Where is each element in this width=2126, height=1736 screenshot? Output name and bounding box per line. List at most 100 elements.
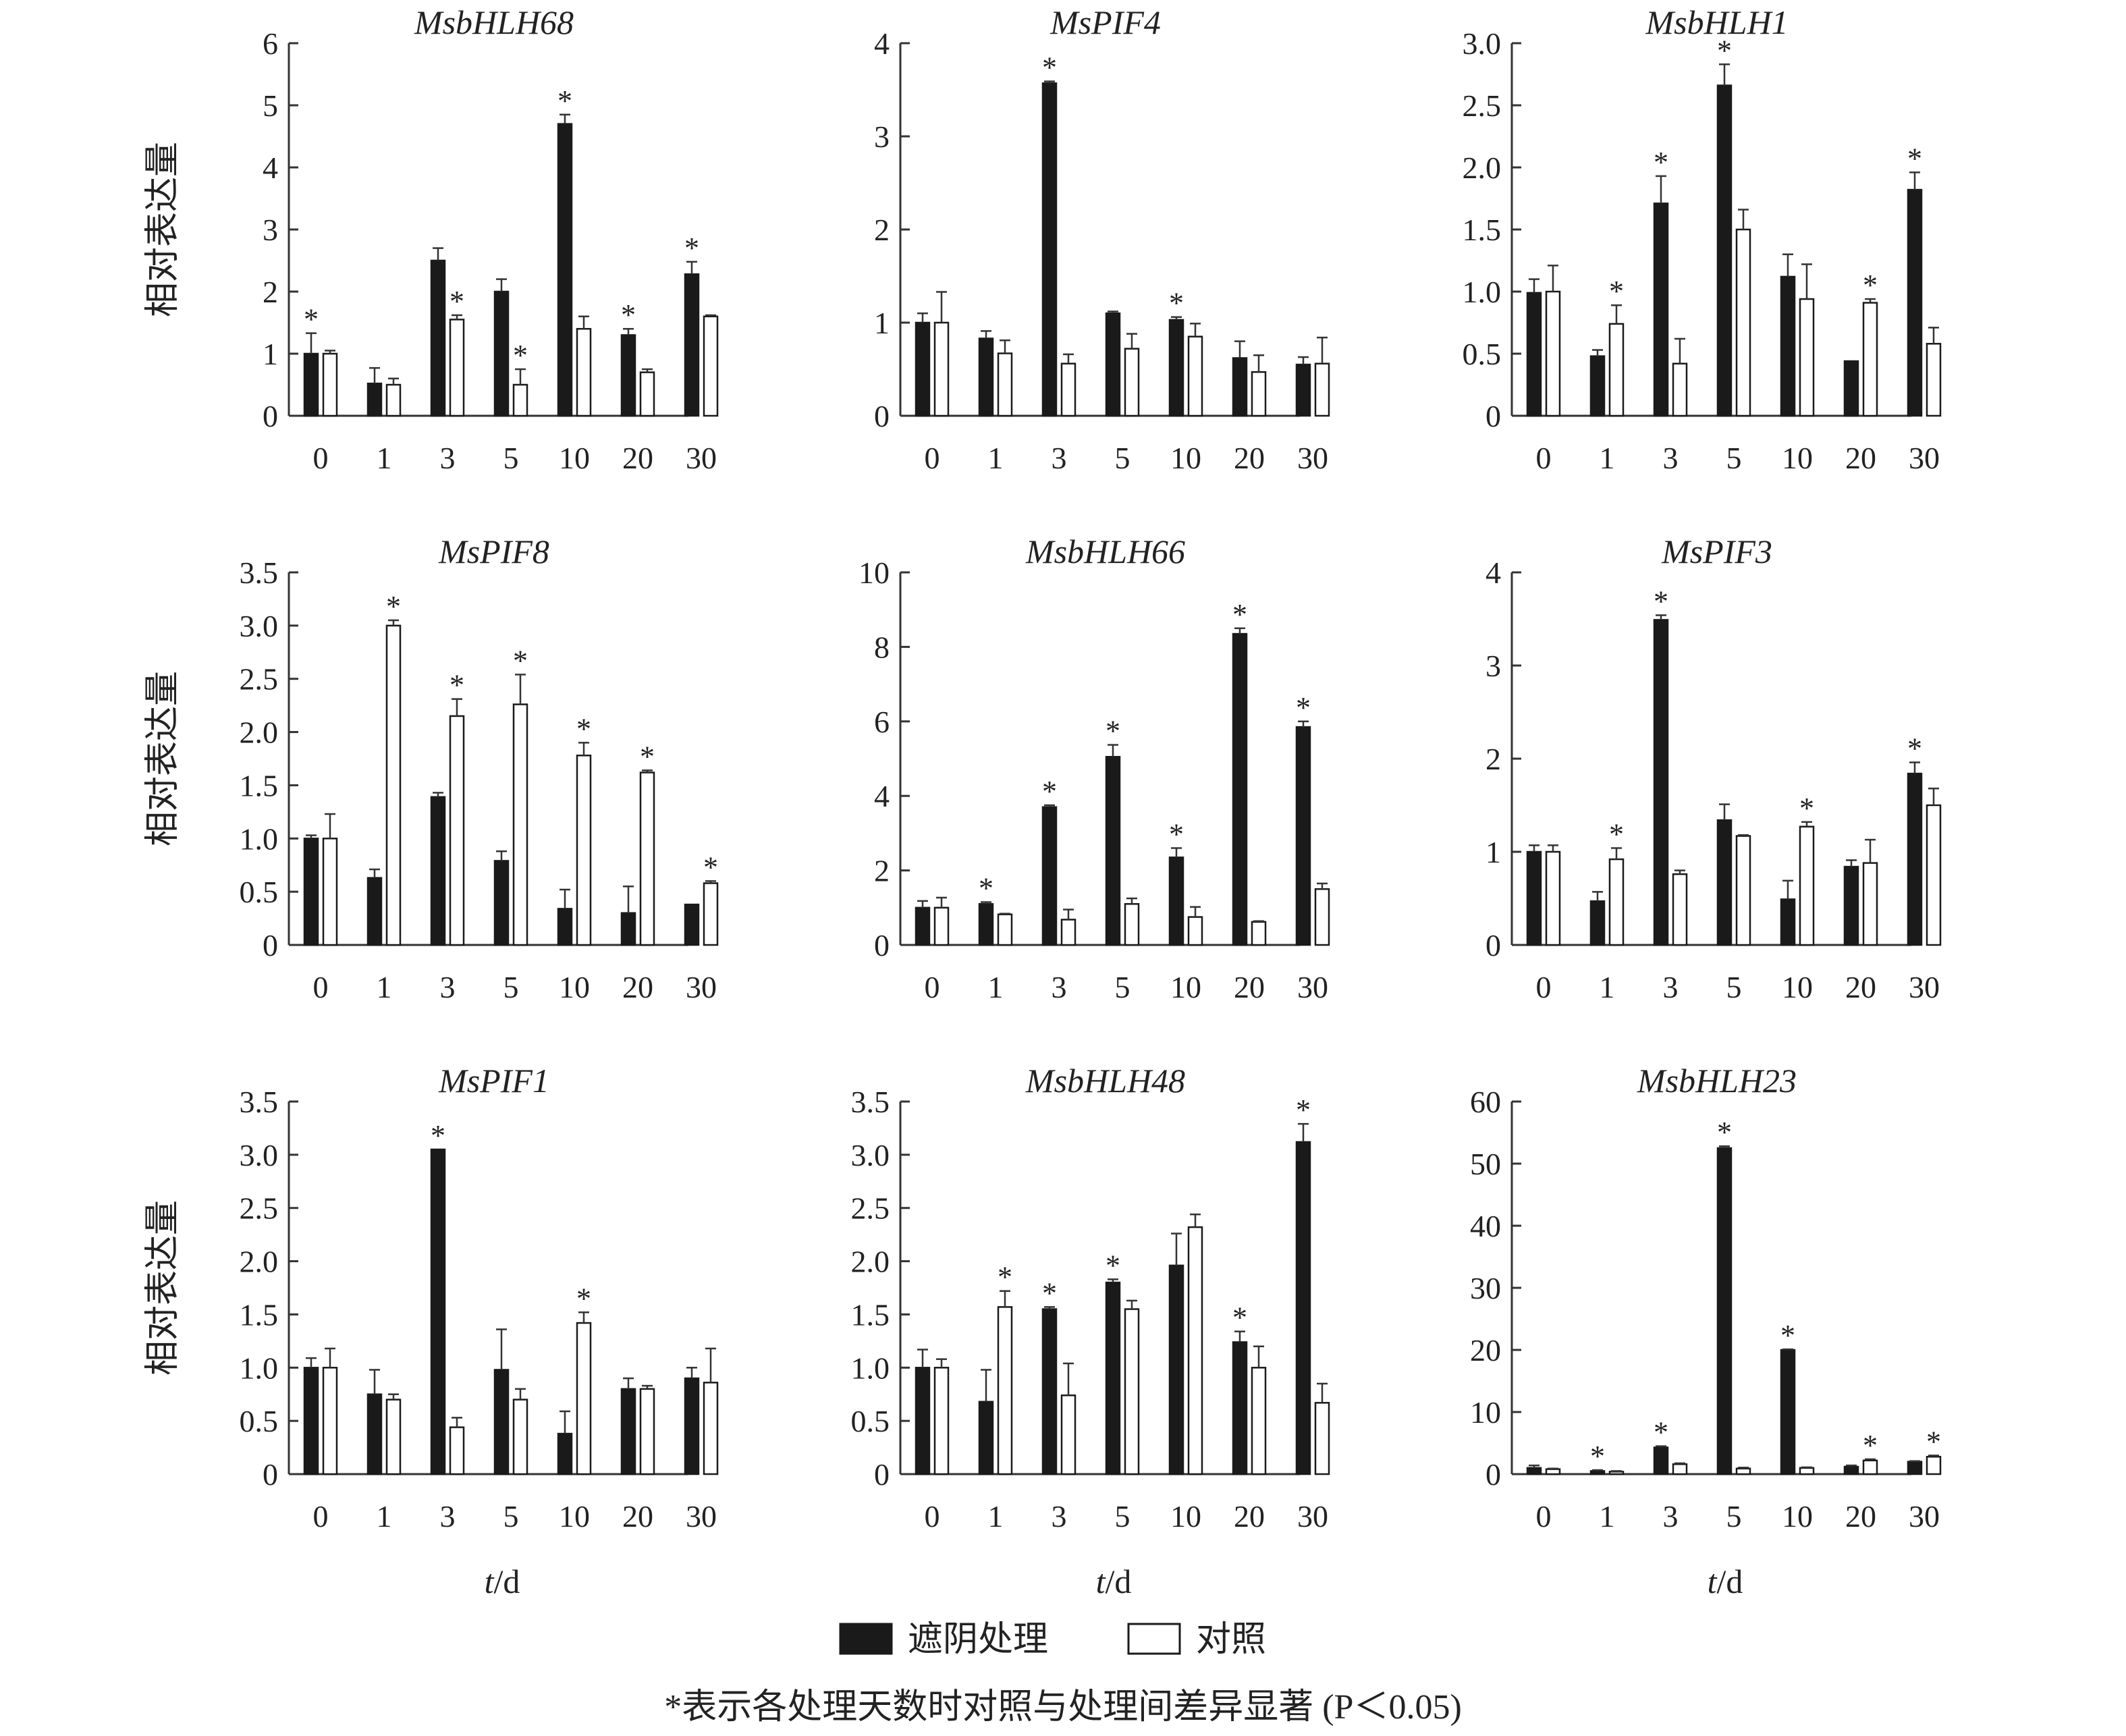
bar-treatment	[1907, 1461, 1923, 1475]
bar-treatment	[557, 908, 573, 946]
bar-treatment	[620, 334, 636, 417]
x-tick-label: 3	[1052, 970, 1067, 1004]
significance-star: *	[1232, 598, 1247, 631]
chart-title: MsbHLH23	[1637, 1062, 1797, 1100]
x-tick-label: 30	[1297, 441, 1328, 475]
bar-control	[703, 1382, 719, 1475]
y-axis-label: 相对表达量	[144, 142, 182, 317]
y-axis-label: 相对表达量	[144, 1200, 182, 1376]
y-tick-label: 3.0	[240, 1138, 279, 1172]
bar-control	[1314, 888, 1330, 946]
significance-star: *	[1654, 585, 1668, 618]
chart-title: MsPIF8	[438, 533, 549, 570]
y-tick-label: 6	[263, 26, 278, 61]
x-tick-label: 3	[1663, 1499, 1679, 1534]
y-tick-label: 2	[874, 213, 890, 247]
significance-star: *	[1169, 817, 1184, 850]
bar-control	[1862, 302, 1878, 417]
bar-control	[1251, 921, 1267, 946]
x-tick-label: 10	[1170, 1499, 1201, 1534]
bar-treatment	[978, 903, 994, 946]
bar-treatment	[1907, 772, 1923, 946]
x-tick-label: 20	[1845, 441, 1876, 475]
bar-treatment	[620, 1388, 636, 1475]
x-tick-label: 0	[1536, 1499, 1552, 1534]
significance-star: *	[1799, 792, 1814, 825]
significance-star: *	[576, 1282, 591, 1315]
significance-star: *	[449, 669, 464, 702]
x-tick-label: 20	[622, 970, 653, 1004]
significance-star: *	[1907, 732, 1922, 765]
y-tick-label: 2.5	[240, 662, 279, 697]
bar-control	[1672, 1463, 1688, 1475]
bar-treatment	[1168, 1264, 1184, 1475]
chart-panel-7: 0 0.5 1.0 1.5 2.0 2.5 3.0 3.5 MsPIF1 相对表达量 0 1 3 * 5 10…	[144, 1062, 719, 1600]
y-tick-label: 2.0	[851, 1245, 890, 1279]
x-tick-label: 30	[686, 441, 717, 475]
x-tick-label: 5	[1115, 970, 1130, 1004]
bar-control	[1799, 298, 1815, 417]
x-tick-label: 0	[925, 1499, 940, 1534]
y-tick-label: 4	[874, 779, 890, 813]
x-tick-label: 0	[1536, 441, 1552, 475]
bar-control	[1187, 335, 1203, 417]
chart-title: MsPIF4	[1050, 3, 1161, 41]
x-tick-label: 0	[925, 970, 940, 1004]
bar-treatment	[684, 273, 700, 417]
y-tick-label: 3.0	[240, 609, 279, 643]
significance-star: *	[640, 740, 655, 773]
bar-treatment	[366, 1393, 383, 1475]
significance-star: *	[1717, 1116, 1732, 1149]
bar-treatment	[1526, 1467, 1542, 1475]
bar-control	[385, 383, 402, 417]
x-tick-label: 3	[1663, 970, 1679, 1004]
x-tick-label: 5	[1726, 1499, 1742, 1534]
y-tick-label: 40	[1470, 1209, 1501, 1243]
x-tick-label: 1	[988, 970, 1004, 1004]
bar-treatment	[1168, 319, 1184, 417]
bar-treatment	[493, 860, 510, 946]
y-axis-label: 相对表达量	[144, 671, 182, 846]
bar-control	[1060, 919, 1076, 946]
y-tick-label: 2	[874, 854, 890, 888]
x-tick-label: 10	[1170, 441, 1201, 475]
bar-control	[576, 327, 592, 417]
bar-control	[1799, 1467, 1815, 1475]
bar-control	[1187, 916, 1203, 946]
significance-star: *	[1042, 775, 1057, 808]
chart-title: MsbHLH66	[1025, 533, 1185, 570]
y-tick-label: 2.0	[240, 1245, 279, 1279]
x-tick-label: 0	[1536, 970, 1552, 1004]
x-tick-label: 3	[1052, 441, 1067, 475]
x-tick-label: 20	[1234, 1499, 1265, 1534]
legend-swatch-control	[1127, 1623, 1181, 1655]
bar-control	[385, 624, 402, 946]
significance-star: *	[513, 339, 528, 372]
x-tick-label: 0	[313, 970, 329, 1004]
bar-control	[322, 1367, 338, 1475]
bar-treatment	[1295, 726, 1311, 946]
y-tick-label: 1.0	[240, 821, 279, 856]
x-tick-label: 1	[1600, 1499, 1615, 1534]
bar-treatment	[1526, 850, 1542, 946]
y-tick-label: 4	[263, 151, 278, 185]
x-tick-label: 20	[622, 1499, 653, 1534]
y-tick-label: 3.0	[1463, 26, 1502, 61]
x-tick-label: 5	[1726, 970, 1742, 1004]
bar-control	[639, 371, 655, 417]
x-tick-label: 10	[559, 970, 590, 1004]
bar-treatment	[1780, 275, 1796, 417]
chart-panel-3: 0 0.5 1.0 1.5 2.0 2.5 3.0 MsbHLH1 0 1 * 3 * 5 * 10 20 * 30…	[1463, 3, 1942, 475]
bar-treatment	[1041, 806, 1058, 946]
significance-star: *	[1042, 51, 1057, 84]
x-tick-label: 5	[503, 1499, 519, 1534]
significance-star: *	[1296, 1093, 1311, 1127]
bar-control	[1608, 323, 1625, 417]
x-tick-label: 1	[377, 441, 392, 475]
bar-control	[1926, 343, 1942, 417]
bar-treatment	[1295, 363, 1311, 417]
x-tick-label: 10	[1782, 970, 1813, 1004]
significance-star: *	[1106, 715, 1120, 748]
x-tick-label: 5	[1115, 1499, 1130, 1534]
bar-control	[1862, 862, 1878, 946]
